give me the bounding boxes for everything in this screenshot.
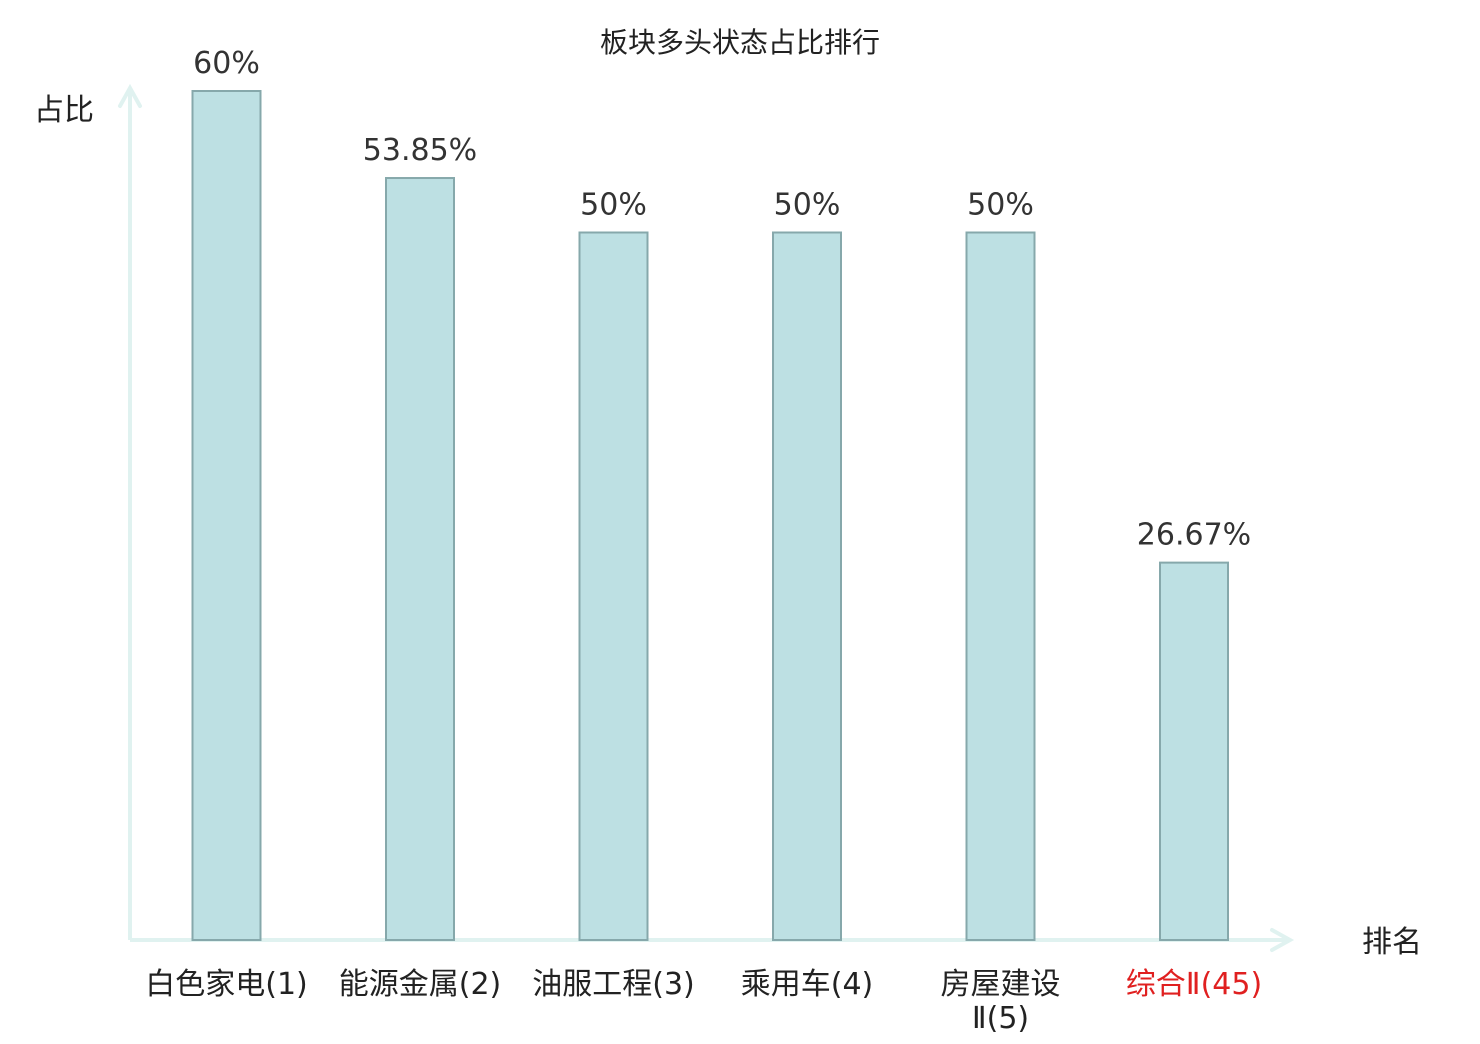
x-tick-label: 乘用车(4) [741,967,874,1002]
bar [965,231,1036,941]
data-label: 50% [580,188,647,223]
x-tick-label-line: 乘用车(4) [741,967,874,1002]
data-label: 53.85% [363,133,477,168]
value-labels-group: 60% 53.85% 50% 50% 50% 26.67% [193,46,1251,553]
x-tick-label-line: 房屋建设 [941,967,1061,1002]
x-tick-label-line: 综合Ⅱ(45) [1126,967,1262,1002]
bar [1159,561,1229,941]
x-tick-label: 白色家电(1) [145,967,308,1002]
x-axis-label: 排名 [1362,925,1422,960]
bar [772,231,842,941]
y-axis-arrow [118,83,142,108]
x-tick-label-line: 能源金属(2) [339,967,502,1002]
x-tick-label: 油服工程(3) [532,967,695,1002]
bars-group [191,90,1229,941]
x-tick-labels-group: 白色家电(1) 能源金属(2) 油服工程(3) 乘用车(4) 房屋建设 Ⅱ(5) 综合Ⅱ(4… [145,967,1262,1036]
bar [191,90,262,941]
x-tick-label-line: 油服工程(3) [532,967,695,1002]
data-label: 60% [193,46,260,81]
x-tick-label: 综合Ⅱ(45) [1126,967,1262,1002]
x-tick-label: 房屋建设 Ⅱ(5) [941,967,1061,1036]
data-label: 50% [774,188,841,223]
chart-title: 板块多头状态占比排行 [600,26,880,59]
data-label: 50% [967,188,1034,223]
bar [385,177,455,941]
bar [578,231,649,941]
x-tick-label-line: Ⅱ(5) [972,1001,1029,1036]
axes [118,83,1295,952]
data-label: 26.67% [1137,518,1251,553]
y-axis-label: 占比 [34,93,94,128]
x-tick-label-line: 白色家电(1) [145,967,308,1002]
x-axis-arrow [1270,928,1295,952]
x-tick-label: 能源金属(2) [339,967,502,1002]
